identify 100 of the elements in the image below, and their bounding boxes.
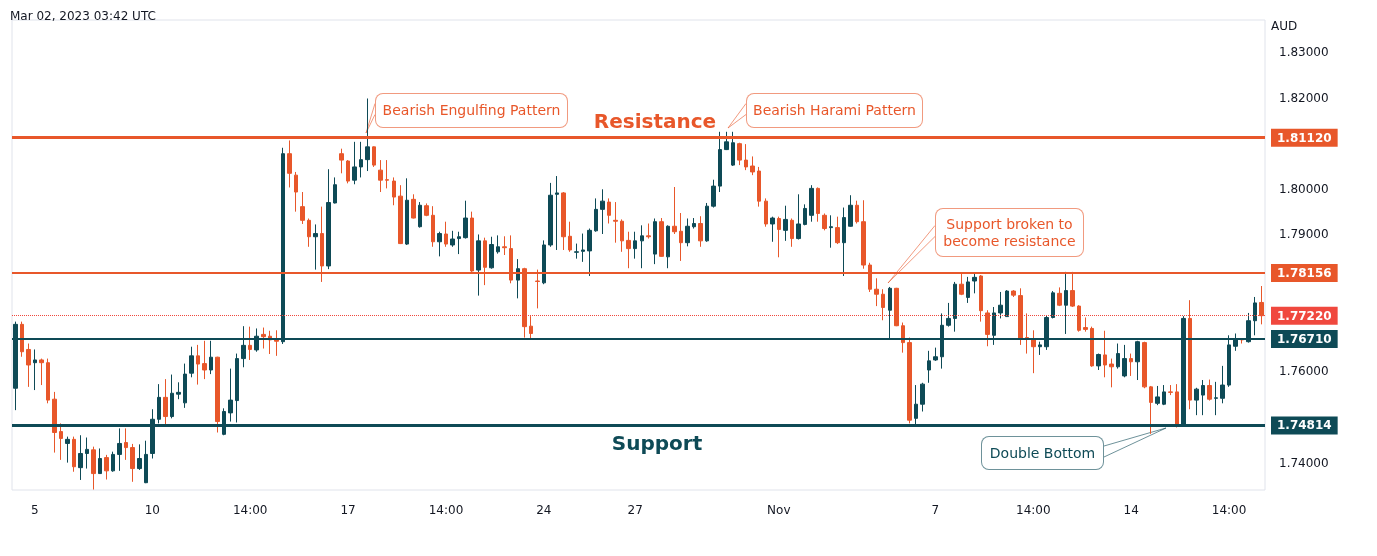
candlestick bbox=[392, 176, 396, 206]
x-tick-label: 14 bbox=[1123, 503, 1139, 517]
candlestick bbox=[189, 346, 194, 378]
candlestick bbox=[653, 218, 657, 265]
candlestick bbox=[1168, 384, 1173, 396]
candlestick bbox=[927, 350, 931, 384]
candlestick bbox=[724, 131, 729, 151]
y-tick-label: 1.83000 bbox=[1279, 44, 1329, 59]
candlestick bbox=[698, 215, 703, 248]
candlestick bbox=[816, 186, 820, 223]
x-tick-label: 10 bbox=[144, 503, 160, 517]
candlestick bbox=[1083, 317, 1088, 333]
candlestick bbox=[39, 358, 44, 386]
x-tick-label: 14:00 bbox=[1016, 503, 1051, 517]
candlestick bbox=[444, 221, 448, 248]
candlestick bbox=[78, 434, 83, 481]
candlestick bbox=[274, 329, 279, 357]
y-tick-label: 1.80000 bbox=[1279, 181, 1329, 196]
candlestick bbox=[300, 191, 305, 225]
candlestick bbox=[91, 446, 96, 491]
candlestick bbox=[235, 353, 239, 423]
candlestick bbox=[248, 326, 252, 361]
x-tick-label: 14:00 bbox=[1211, 503, 1247, 517]
candlestick bbox=[770, 216, 775, 243]
candlestick bbox=[59, 422, 63, 461]
candlestick bbox=[607, 197, 611, 225]
candlestick bbox=[424, 202, 429, 217]
candlestick bbox=[757, 166, 761, 208]
candlestick bbox=[920, 382, 925, 413]
candlestick bbox=[489, 236, 494, 270]
y-tick-label: 1.82000 bbox=[1279, 90, 1329, 105]
candlestick bbox=[972, 272, 977, 294]
candlestick bbox=[764, 197, 768, 228]
candlestick bbox=[620, 218, 624, 253]
x-tick-label: 14:00 bbox=[232, 503, 268, 517]
candlestick bbox=[183, 363, 187, 409]
candlestick bbox=[985, 309, 990, 347]
annotation: Support broken to become resistance bbox=[942, 215, 1077, 250]
candlestick bbox=[894, 287, 899, 327]
ref-line-label: 1.76710 bbox=[1277, 331, 1332, 346]
candlestick bbox=[613, 201, 618, 244]
candlestick bbox=[679, 212, 683, 262]
candlestick bbox=[633, 231, 637, 260]
candlestick bbox=[744, 143, 748, 171]
candlestick bbox=[104, 454, 109, 480]
candlestick bbox=[731, 131, 735, 167]
candlestick bbox=[431, 205, 435, 248]
candlestick bbox=[378, 159, 383, 193]
candlestick bbox=[72, 436, 76, 473]
annotation: Bearish Engulfing Pattern bbox=[382, 102, 561, 119]
candlestick bbox=[907, 337, 912, 424]
candlestick bbox=[215, 356, 220, 433]
candlestick bbox=[848, 194, 853, 228]
candlestick bbox=[855, 200, 859, 225]
candlestick bbox=[411, 193, 416, 219]
candlestick bbox=[803, 203, 807, 226]
candlestick bbox=[874, 277, 879, 307]
candlestick bbox=[124, 427, 128, 461]
candlestick bbox=[385, 159, 389, 189]
candlestick bbox=[1188, 299, 1192, 410]
candlestick bbox=[835, 216, 840, 245]
candlestick bbox=[1005, 289, 1009, 318]
annotation: Bearish Harami Pattern bbox=[753, 102, 916, 119]
candlestick bbox=[450, 230, 455, 248]
candlestick bbox=[561, 191, 566, 251]
candlestick bbox=[1051, 290, 1055, 319]
candlestick bbox=[946, 302, 951, 328]
candlestick bbox=[737, 142, 742, 166]
candlestick bbox=[52, 391, 57, 454]
candlestick bbox=[666, 224, 670, 269]
candlestick bbox=[65, 436, 70, 464]
candlestick bbox=[587, 228, 592, 277]
ref-line-label: 1.77220 bbox=[1277, 308, 1332, 323]
candlestick bbox=[542, 239, 546, 285]
candlestick bbox=[1038, 341, 1042, 356]
candlestick bbox=[228, 368, 233, 423]
candlestick bbox=[1129, 353, 1133, 377]
candlestick bbox=[1011, 289, 1016, 298]
candlestick bbox=[418, 201, 422, 229]
candlestick bbox=[98, 447, 102, 475]
candlestick bbox=[1109, 358, 1114, 388]
candlestick bbox=[476, 233, 481, 297]
candlestick bbox=[307, 218, 311, 248]
candlestick bbox=[502, 235, 507, 256]
ref-line-label: 1.74814 bbox=[1277, 418, 1332, 433]
candlestick bbox=[600, 188, 605, 235]
candlestick bbox=[176, 381, 181, 400]
candlestick bbox=[1103, 330, 1107, 378]
candlestick bbox=[1259, 285, 1264, 325]
candlestick bbox=[20, 321, 24, 358]
candlestick bbox=[718, 131, 722, 193]
candlestick bbox=[901, 322, 905, 354]
candlestick bbox=[294, 171, 298, 213]
candlestick bbox=[326, 168, 331, 270]
candlestick bbox=[463, 200, 468, 240]
candlestick bbox=[581, 233, 585, 263]
x-tick-label: Nov bbox=[767, 503, 791, 517]
candlestick bbox=[1207, 379, 1212, 402]
candlestick bbox=[783, 205, 788, 242]
candlestick bbox=[1057, 286, 1062, 307]
